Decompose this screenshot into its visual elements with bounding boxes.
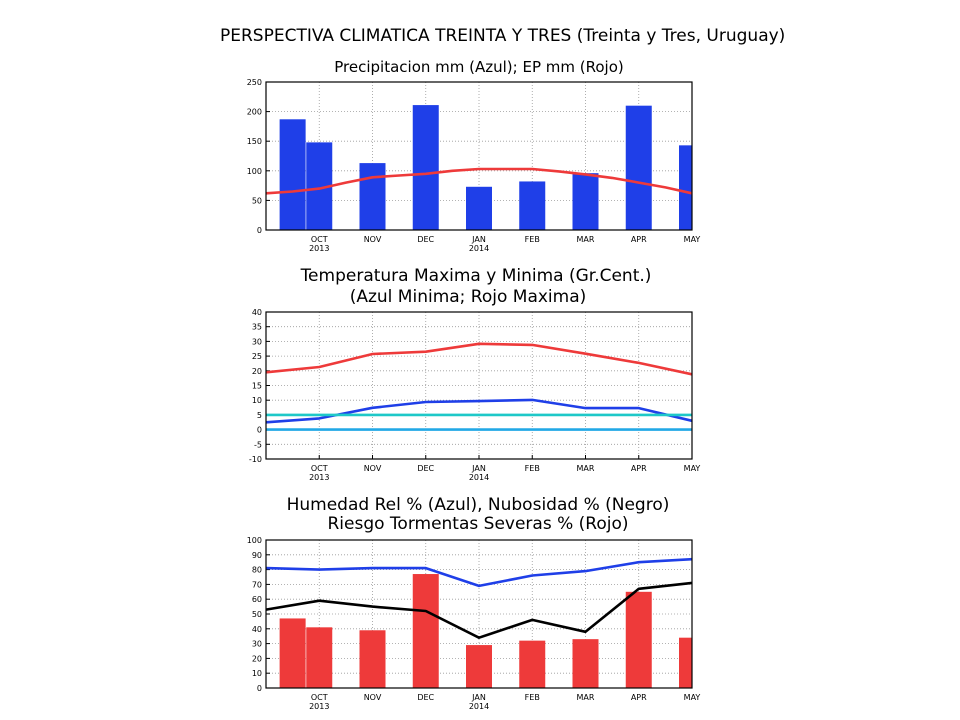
temp-y-tick-label: 25 — [252, 352, 262, 361]
temp-y-tick-label: -10 — [249, 455, 262, 464]
humid-y-tick-label: 100 — [247, 536, 262, 545]
temp-y-tick-label: 30 — [252, 337, 262, 346]
precip-bar — [679, 145, 692, 230]
temp-y-tick-label: 10 — [252, 396, 262, 405]
humid-y-tick-label: 60 — [252, 595, 262, 604]
humid-black-series-line — [265, 581, 693, 640]
precip-year-label: 2014 — [469, 244, 489, 253]
temperature-chart-title: Temperatura Maxima y Minima (Gr.Cent.) — [300, 266, 652, 286]
temp-plot-frame — [265, 311, 693, 460]
humid-bar — [466, 645, 492, 688]
humidity-chart-title: Humedad Rel % (Azul), Nubosidad % (Negro… — [287, 495, 670, 515]
precip-plot-frame — [265, 81, 693, 231]
humid-bar — [519, 640, 546, 688]
precip-bar — [412, 105, 439, 230]
humid-year-label: 2014 — [469, 702, 489, 711]
temp-year-label: 2013 — [309, 473, 329, 482]
precip-bar — [279, 119, 306, 230]
humid-y-tick-label: 30 — [252, 640, 262, 649]
humid-blue-series-line — [265, 557, 693, 588]
precip-y-tick-label: 50 — [252, 196, 262, 205]
temp-y-tick-label: 20 — [252, 367, 262, 376]
humid-x-tick-label: DEC — [417, 693, 434, 702]
temp-y-tick-label: 15 — [252, 382, 262, 391]
temp-x-tick-label: APR — [631, 464, 647, 473]
precip-y-tick-label: 100 — [247, 167, 262, 176]
temperature-chart-subtitle: (Azul Minima; Rojo Maxima) — [350, 287, 587, 307]
humid-x-tick-label: APR — [631, 693, 647, 702]
precip-y-tick-label: 0 — [257, 226, 262, 235]
temp-x-tick-label: NOV — [364, 464, 382, 473]
humidity-cloud-storm-chart: Humedad Rel % (Azul), Nubosidad % (Negro… — [247, 495, 701, 711]
temp-red-series-line — [265, 342, 693, 376]
humid-y-tick-label: 10 — [252, 669, 262, 678]
precip-bar — [359, 163, 386, 230]
temp-x-tick-label: OCT — [311, 464, 328, 473]
temp-y-tick-label: -5 — [254, 440, 262, 449]
precip-x-tick-label: APR — [631, 235, 647, 244]
humid-x-tick-label: MAY — [684, 693, 701, 702]
temperature-chart: Temperatura Maxima y Minima (Gr.Cent.) (… — [249, 266, 701, 482]
humid-y-tick-label: 20 — [252, 654, 262, 663]
temp-x-tick-label: FEB — [525, 464, 540, 473]
humid-y-tick-label: 70 — [252, 580, 262, 589]
humid-bar — [572, 639, 599, 688]
temp-year-label: 2014 — [469, 473, 489, 482]
precipitation-chart: Precipitacion mm (Azul); EP mm (Rojo) 0 5… — [247, 58, 701, 253]
precip-y-tick-label: 200 — [247, 108, 262, 117]
precip-bar — [625, 105, 652, 230]
humid-bar — [306, 627, 333, 688]
temp-y-tick-label: 40 — [252, 308, 262, 317]
precip-y-tick-label: 150 — [247, 137, 262, 146]
temp-x-tick-label: DEC — [417, 464, 434, 473]
precip-x-tick-label: FEB — [525, 235, 540, 244]
humid-bar — [679, 637, 692, 688]
precip-bar — [466, 186, 492, 230]
precip-x-tick-label: MAY — [684, 235, 701, 244]
precip-bar — [572, 173, 599, 230]
temp-x-tick-label: MAY — [684, 464, 701, 473]
humid-bar — [625, 591, 652, 688]
humid-bar — [359, 630, 386, 688]
humid-x-tick-label: JAN — [471, 693, 486, 702]
humid-y-tick-label: 90 — [252, 551, 262, 560]
precip-x-tick-label: MAR — [577, 235, 595, 244]
temp-y-tick-label: 5 — [257, 411, 262, 420]
humidity-chart-subtitle: Riesgo Tormentas Severas % (Rojo) — [327, 514, 628, 534]
humid-bar — [279, 618, 306, 688]
humid-year-label: 2013 — [309, 702, 329, 711]
temp-x-tick-label: MAR — [577, 464, 595, 473]
humid-x-tick-label: OCT — [311, 693, 328, 702]
precip-x-tick-label: OCT — [311, 235, 328, 244]
humid-x-tick-label: NOV — [364, 693, 382, 702]
humid-y-tick-label: 40 — [252, 625, 262, 634]
humid-bar — [412, 574, 439, 688]
precip-x-tick-label: NOV — [364, 235, 382, 244]
humid-y-tick-label: 50 — [252, 610, 262, 619]
temp-y-tick-label: 0 — [257, 426, 262, 435]
precip-year-label: 2013 — [309, 244, 329, 253]
precip-y-tick-label: 250 — [247, 78, 262, 87]
temp-x-tick-label: JAN — [471, 464, 486, 473]
humid-y-tick-label: 80 — [252, 566, 262, 575]
humid-x-tick-label: FEB — [525, 693, 540, 702]
humid-y-tick-label: 0 — [257, 684, 262, 693]
precip-red-series-line — [265, 167, 693, 195]
humid-plot-frame — [265, 539, 693, 689]
precip-bar — [519, 181, 546, 230]
precipitation-chart-title: Precipitacion mm (Azul); EP mm (Rojo) — [334, 58, 623, 76]
temp-y-tick-label: 35 — [252, 323, 262, 332]
humid-x-tick-label: MAR — [577, 693, 595, 702]
precip-x-tick-label: JAN — [471, 235, 486, 244]
page-title: PERSPECTIVA CLIMATICA TREINTA Y TRES (Tr… — [220, 26, 785, 46]
precip-x-tick-label: DEC — [417, 235, 434, 244]
